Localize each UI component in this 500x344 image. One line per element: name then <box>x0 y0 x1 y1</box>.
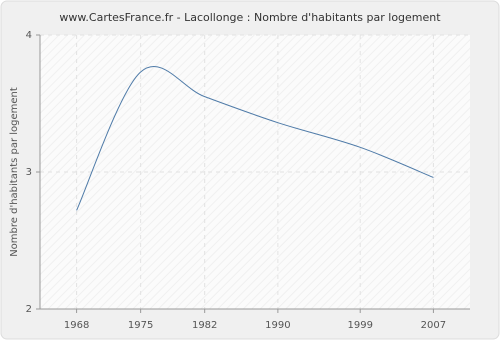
chart-title: www.CartesFrance.fr - Lacollonge : Nombr… <box>59 11 441 24</box>
y-tick-label: 3 <box>26 167 32 178</box>
x-tick-label: 1968 <box>64 320 89 331</box>
y-tick-label: 4 <box>26 30 32 41</box>
y-tick-label: 2 <box>26 304 32 315</box>
x-tick-label: 1999 <box>347 320 372 331</box>
plot-area <box>40 35 470 309</box>
x-tick-label: 1982 <box>192 320 217 331</box>
x-tick-label: 1975 <box>128 320 153 331</box>
x-tick-label: 1990 <box>265 320 290 331</box>
x-tick-label: 2007 <box>421 320 446 331</box>
data-line <box>76 65 434 211</box>
y-axis-label: Nombre d'habitants par logement <box>9 87 20 257</box>
content: 2 3 4 1968 1975 1982 1990 1999 2007 <box>26 30 470 331</box>
